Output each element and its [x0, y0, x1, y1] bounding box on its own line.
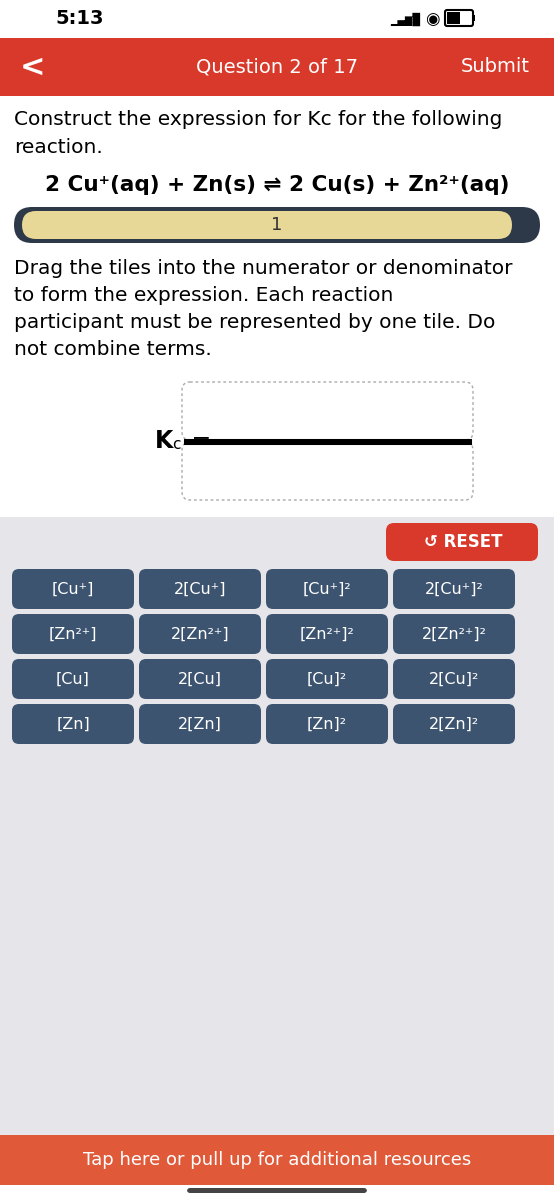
Text: [Cu]²: [Cu]²	[307, 672, 347, 686]
Text: Question 2 of 17: Question 2 of 17	[196, 58, 358, 77]
FancyBboxPatch shape	[182, 382, 473, 440]
FancyBboxPatch shape	[12, 569, 134, 608]
Text: [Cu⁺]²: [Cu⁺]²	[302, 582, 351, 596]
Text: 2 Cu⁺(aq) + Zn(s) ⇌ 2 Cu(s) + Zn²⁺(aq): 2 Cu⁺(aq) + Zn(s) ⇌ 2 Cu(s) + Zn²⁺(aq)	[45, 175, 509, 194]
Text: not combine terms.: not combine terms.	[14, 340, 212, 359]
Text: 2[Zn]²: 2[Zn]²	[429, 716, 479, 732]
FancyBboxPatch shape	[472, 14, 475, 20]
FancyBboxPatch shape	[0, 517, 554, 1135]
Text: [Cu⁺]: [Cu⁺]	[52, 582, 94, 596]
Text: [Zn²⁺]²: [Zn²⁺]²	[300, 626, 355, 642]
Text: 2[Zn²⁺]: 2[Zn²⁺]	[171, 626, 229, 642]
FancyBboxPatch shape	[139, 569, 261, 608]
Text: Tap here or pull up for additional resources: Tap here or pull up for additional resou…	[83, 1151, 471, 1169]
Text: [Cu]: [Cu]	[56, 672, 90, 686]
Text: 2[Cu⁺]: 2[Cu⁺]	[174, 582, 226, 596]
FancyBboxPatch shape	[393, 659, 515, 698]
Text: ↺ RESET: ↺ RESET	[424, 533, 502, 551]
Text: [Zn]: [Zn]	[56, 716, 90, 732]
FancyBboxPatch shape	[0, 38, 554, 96]
FancyBboxPatch shape	[139, 614, 261, 654]
Text: participant must be represented by one tile. Do: participant must be represented by one t…	[14, 313, 495, 332]
Text: 2[Zn²⁺]²: 2[Zn²⁺]²	[422, 626, 486, 642]
Text: 2[Cu]²: 2[Cu]²	[429, 672, 479, 686]
Text: 1: 1	[271, 216, 283, 234]
FancyBboxPatch shape	[139, 659, 261, 698]
Text: 2[Cu⁺]²: 2[Cu⁺]²	[424, 582, 484, 596]
Text: =: =	[184, 430, 211, 454]
FancyBboxPatch shape	[445, 10, 473, 26]
Text: [Zn²⁺]: [Zn²⁺]	[49, 626, 98, 642]
Text: [Zn]²: [Zn]²	[307, 716, 347, 732]
FancyBboxPatch shape	[14, 206, 540, 242]
FancyBboxPatch shape	[447, 12, 460, 24]
FancyBboxPatch shape	[266, 704, 388, 744]
Text: Submit: Submit	[461, 58, 530, 77]
FancyBboxPatch shape	[12, 614, 134, 654]
Text: to form the expression. Each reaction: to form the expression. Each reaction	[14, 286, 393, 305]
Text: ▁▃▅▇: ▁▃▅▇	[390, 12, 420, 25]
Text: 2[Zn]: 2[Zn]	[178, 716, 222, 732]
FancyBboxPatch shape	[386, 523, 538, 560]
FancyBboxPatch shape	[266, 659, 388, 698]
Text: Construct the expression for Kc for the following: Construct the expression for Kc for the …	[14, 110, 502, 128]
Text: reaction.: reaction.	[14, 138, 102, 157]
FancyBboxPatch shape	[22, 211, 512, 239]
FancyBboxPatch shape	[12, 659, 134, 698]
Text: 5:13: 5:13	[55, 10, 104, 29]
Text: ◉: ◉	[425, 10, 439, 28]
Text: K: K	[155, 430, 173, 454]
Text: Drag the tiles into the numerator or denominator: Drag the tiles into the numerator or den…	[14, 259, 512, 278]
FancyBboxPatch shape	[0, 1135, 554, 1186]
FancyBboxPatch shape	[139, 704, 261, 744]
FancyBboxPatch shape	[393, 569, 515, 608]
Text: c: c	[172, 437, 181, 452]
FancyBboxPatch shape	[182, 442, 473, 500]
FancyBboxPatch shape	[393, 614, 515, 654]
FancyBboxPatch shape	[266, 614, 388, 654]
Text: 2[Cu]: 2[Cu]	[178, 672, 222, 686]
FancyBboxPatch shape	[187, 1188, 367, 1193]
FancyBboxPatch shape	[266, 569, 388, 608]
Text: <: <	[20, 53, 45, 82]
FancyBboxPatch shape	[393, 704, 515, 744]
FancyBboxPatch shape	[12, 704, 134, 744]
